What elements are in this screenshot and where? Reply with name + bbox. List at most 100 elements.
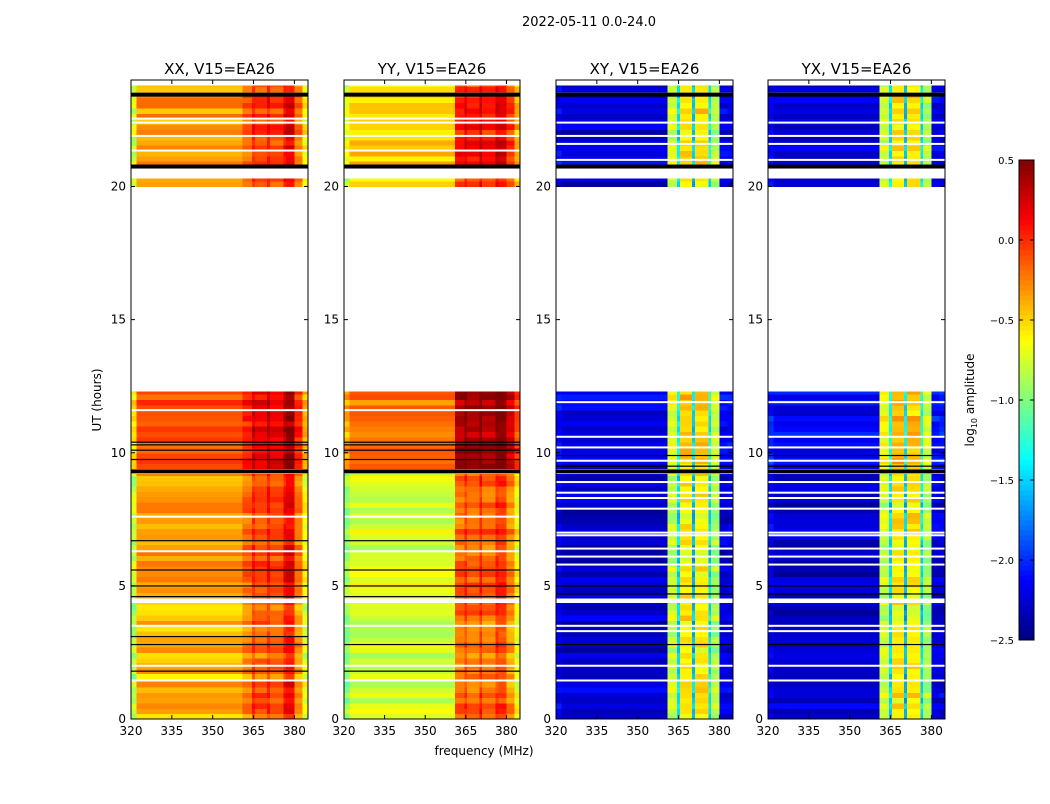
heatmap-cell: [727, 697, 734, 704]
heatmap-cell: [506, 652, 516, 659]
heatmap-cell: [939, 447, 946, 454]
heatmap-cell: [711, 571, 720, 578]
heatmap-cell: [679, 533, 693, 540]
heatmap-cell: [677, 517, 681, 524]
heatmap-cell: [514, 587, 521, 594]
heatmap-cell: [906, 507, 921, 514]
heatmap-cell: [495, 475, 499, 482]
heatmap-cell: [939, 571, 946, 578]
heatmap-cell: [467, 604, 480, 611]
heatmap-cell: [711, 123, 720, 130]
heatmap-cell: [561, 603, 669, 606]
heatmap-cell: [269, 496, 284, 503]
heatmap-cell: [286, 528, 295, 535]
heatmap-cell: [920, 539, 924, 546]
heatmap-cell: [711, 107, 720, 114]
heatmap-cell: [677, 604, 681, 611]
heatmap-cell: [556, 107, 562, 114]
heatmap-cell: [708, 391, 712, 395]
heatmap-cell: [467, 139, 480, 146]
heatmap-cell: [498, 652, 507, 659]
heatmap-cell: [692, 708, 696, 715]
colorbar-swatch: [1019, 580, 1034, 586]
heatmap-cell: [269, 587, 284, 594]
heatmap-cell: [906, 528, 921, 535]
heatmap-cell: [906, 681, 921, 688]
heatmap-cell: [727, 692, 734, 699]
heatmap-cell: [708, 496, 712, 503]
heatmap-cell: [269, 713, 284, 720]
heatmap-cell: [294, 431, 304, 438]
heatmap-cell: [891, 609, 905, 616]
heatmap-cell: [677, 539, 681, 546]
heatmap-cell: [294, 657, 304, 664]
colorbar-swatch: [1019, 320, 1034, 326]
heatmap-cell: [242, 480, 253, 487]
heatmap-cell: [667, 703, 678, 709]
heatmap-cell: [923, 420, 932, 427]
heatmap-cell: [136, 474, 244, 476]
heatmap-cell: [889, 681, 893, 688]
heatmap-cell: [879, 652, 890, 659]
heatmap-cell: [482, 502, 497, 508]
heatmap-cell: [920, 528, 924, 535]
panel-frame: [555, 79, 734, 720]
heatmap-cell: [904, 581, 908, 588]
heatmap-cell: [254, 692, 268, 699]
heatmap-cell: [939, 697, 946, 704]
gap-line: [556, 121, 733, 124]
heatmap-cell: [254, 496, 268, 503]
colorbar-swatch: [1019, 635, 1034, 641]
heatmap-cell: [931, 576, 941, 583]
heatmap-cell: [302, 549, 309, 556]
heatmap-cell: [467, 523, 480, 530]
heatmap-cell: [889, 394, 893, 400]
heatmap-cell: [455, 475, 465, 482]
heatmap-cell: [939, 480, 946, 487]
heatmap-cell: [667, 475, 678, 482]
colorbar-swatch: [1019, 520, 1034, 526]
heatmap-cell: [694, 155, 709, 162]
heatmap-cell: [349, 431, 456, 438]
heatmap-cell: [694, 523, 709, 530]
heatmap-cell: [931, 673, 941, 680]
heatmap-cell: [467, 97, 480, 104]
heatmap-cell: [677, 502, 681, 508]
heatmap-cell: [768, 673, 774, 680]
heatmap-cell: [495, 555, 499, 562]
heatmap-cell: [131, 391, 137, 395]
heatmap-cell: [294, 97, 304, 104]
heatmap-cell: [479, 480, 483, 487]
heatmap-cell: [768, 697, 774, 704]
heatmap-cell: [931, 647, 941, 653]
heatmap-cell: [891, 436, 905, 443]
heatmap-cell: [711, 139, 720, 146]
heatmap-cell: [923, 620, 932, 627]
heatmap-cell: [889, 491, 893, 498]
heatmap-cell: [344, 161, 350, 168]
heatmap-cell: [939, 123, 946, 130]
heatmap-cell: [891, 571, 905, 578]
heatmap-cell: [891, 565, 905, 572]
heatmap-cell: [294, 604, 304, 611]
heatmap-cell: [498, 692, 507, 699]
heatmap-cell: [269, 673, 284, 680]
heatmap-cell: [556, 507, 562, 514]
heatmap-cell: [506, 703, 516, 709]
heatmap-cell: [302, 452, 309, 459]
heatmap-cell: [708, 475, 712, 482]
heatmap-cell: [498, 681, 507, 688]
heatmap-cell: [677, 134, 681, 141]
heatmap-cell: [294, 576, 304, 583]
heatmap-cell: [254, 713, 268, 720]
heatmap-cell: [889, 673, 893, 680]
heatmap-cell: [708, 491, 712, 498]
heatmap-cell: [891, 603, 905, 606]
heatmap-cell: [495, 420, 499, 427]
heatmap-cell: [254, 615, 268, 621]
heatmap-cell: [773, 161, 881, 168]
heatmap-cell: [556, 447, 562, 454]
colorbar-swatch: [1019, 270, 1034, 276]
flag-line: [768, 585, 945, 587]
heatmap-cell: [344, 528, 350, 535]
